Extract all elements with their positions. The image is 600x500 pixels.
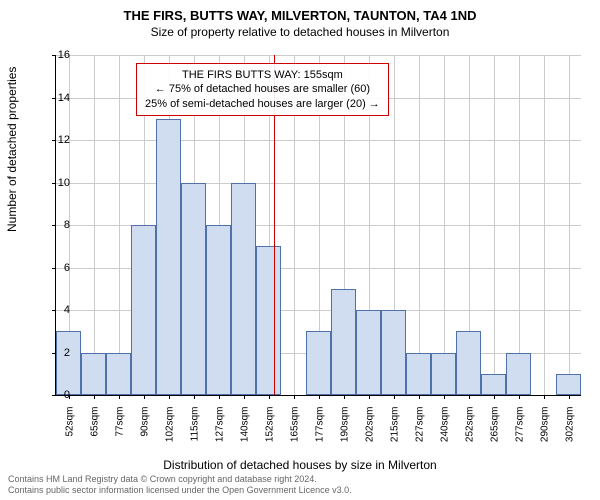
histogram-bar (381, 310, 406, 395)
x-tick-mark (219, 395, 220, 399)
x-tick-mark (244, 395, 245, 399)
x-tick-label: 190sqm (339, 407, 350, 457)
x-tick-label: 115sqm (189, 407, 200, 457)
y-axis-label: Number of detached properties (5, 67, 19, 232)
histogram-bar (406, 353, 431, 396)
x-tick-mark (444, 395, 445, 399)
x-axis-label: Distribution of detached houses by size … (0, 458, 600, 472)
x-tick-mark (394, 395, 395, 399)
annotation-line2: ← 75% of detached houses are smaller (60… (145, 82, 380, 96)
y-tick-label: 16 (30, 49, 70, 61)
gridline-v (94, 55, 95, 395)
histogram-bar (456, 331, 481, 395)
footer-attribution: Contains HM Land Registry data © Crown c… (8, 474, 352, 496)
x-tick-label: 202sqm (364, 407, 375, 457)
histogram-bar (131, 225, 156, 395)
annotation-line3: 25% of semi-detached houses are larger (… (145, 97, 380, 111)
x-tick-mark (94, 395, 95, 399)
gridline-v (444, 55, 445, 395)
x-tick-mark (544, 395, 545, 399)
chart-plot-area: THE FIRS BUTTS WAY: 155sqm← 75% of detac… (55, 55, 581, 396)
y-tick-label: 2 (30, 347, 70, 359)
x-tick-mark (469, 395, 470, 399)
annotation-line1: THE FIRS BUTTS WAY: 155sqm (145, 68, 380, 82)
histogram-bar (306, 331, 331, 395)
y-tick-label: 0 (30, 389, 70, 401)
histogram-bar (156, 119, 181, 395)
x-tick-mark (119, 395, 120, 399)
x-tick-label: 227sqm (414, 407, 425, 457)
y-tick-label: 6 (30, 262, 70, 274)
x-tick-label: 302sqm (564, 407, 575, 457)
x-tick-label: 240sqm (439, 407, 450, 457)
gridline-v (419, 55, 420, 395)
x-tick-mark (294, 395, 295, 399)
footer-line1: Contains HM Land Registry data © Crown c… (8, 474, 352, 485)
chart-subtitle: Size of property relative to detached ho… (0, 23, 600, 39)
histogram-bar (506, 353, 531, 396)
x-tick-mark (144, 395, 145, 399)
x-tick-label: 127sqm (214, 407, 225, 457)
chart-title: THE FIRS, BUTTS WAY, MILVERTON, TAUNTON,… (0, 0, 600, 23)
x-tick-label: 165sqm (289, 407, 300, 457)
x-tick-mark (519, 395, 520, 399)
histogram-bar (81, 353, 106, 396)
histogram-bar (431, 353, 456, 396)
gridline-v (519, 55, 520, 395)
histogram-bar (331, 289, 356, 395)
x-tick-label: 90sqm (139, 407, 150, 457)
x-tick-mark (369, 395, 370, 399)
gridline-v (494, 55, 495, 395)
histogram-bar (481, 374, 506, 395)
histogram-bar (206, 225, 231, 395)
y-tick-label: 10 (30, 177, 70, 189)
x-tick-label: 102sqm (164, 407, 175, 457)
x-tick-mark (269, 395, 270, 399)
histogram-bar (556, 374, 581, 395)
histogram-bar (56, 331, 81, 395)
histogram-bar (106, 353, 131, 396)
x-tick-mark (344, 395, 345, 399)
x-tick-label: 140sqm (239, 407, 250, 457)
histogram-bar (181, 183, 206, 396)
x-tick-label: 177sqm (314, 407, 325, 457)
x-tick-mark (569, 395, 570, 399)
y-tick-label: 4 (30, 304, 70, 316)
x-tick-label: 152sqm (264, 407, 275, 457)
x-tick-label: 265sqm (489, 407, 500, 457)
histogram-bar (356, 310, 381, 395)
x-tick-mark (494, 395, 495, 399)
histogram-bar (231, 183, 256, 396)
x-tick-mark (319, 395, 320, 399)
footer-line2: Contains public sector information licen… (8, 485, 352, 496)
x-tick-mark (194, 395, 195, 399)
gridline-v (119, 55, 120, 395)
y-tick-label: 12 (30, 134, 70, 146)
histogram-bar (256, 246, 281, 395)
gridline-v (544, 55, 545, 395)
x-tick-label: 252sqm (464, 407, 475, 457)
x-tick-label: 77sqm (114, 407, 125, 457)
y-tick-label: 8 (30, 219, 70, 231)
x-tick-mark (169, 395, 170, 399)
x-tick-label: 277sqm (514, 407, 525, 457)
y-tick-label: 14 (30, 92, 70, 104)
annotation-box: THE FIRS BUTTS WAY: 155sqm← 75% of detac… (136, 63, 389, 116)
x-tick-label: 52sqm (64, 407, 75, 457)
x-tick-label: 290sqm (539, 407, 550, 457)
x-tick-label: 65sqm (89, 407, 100, 457)
x-tick-label: 215sqm (389, 407, 400, 457)
x-tick-mark (419, 395, 420, 399)
gridline-v (569, 55, 570, 395)
